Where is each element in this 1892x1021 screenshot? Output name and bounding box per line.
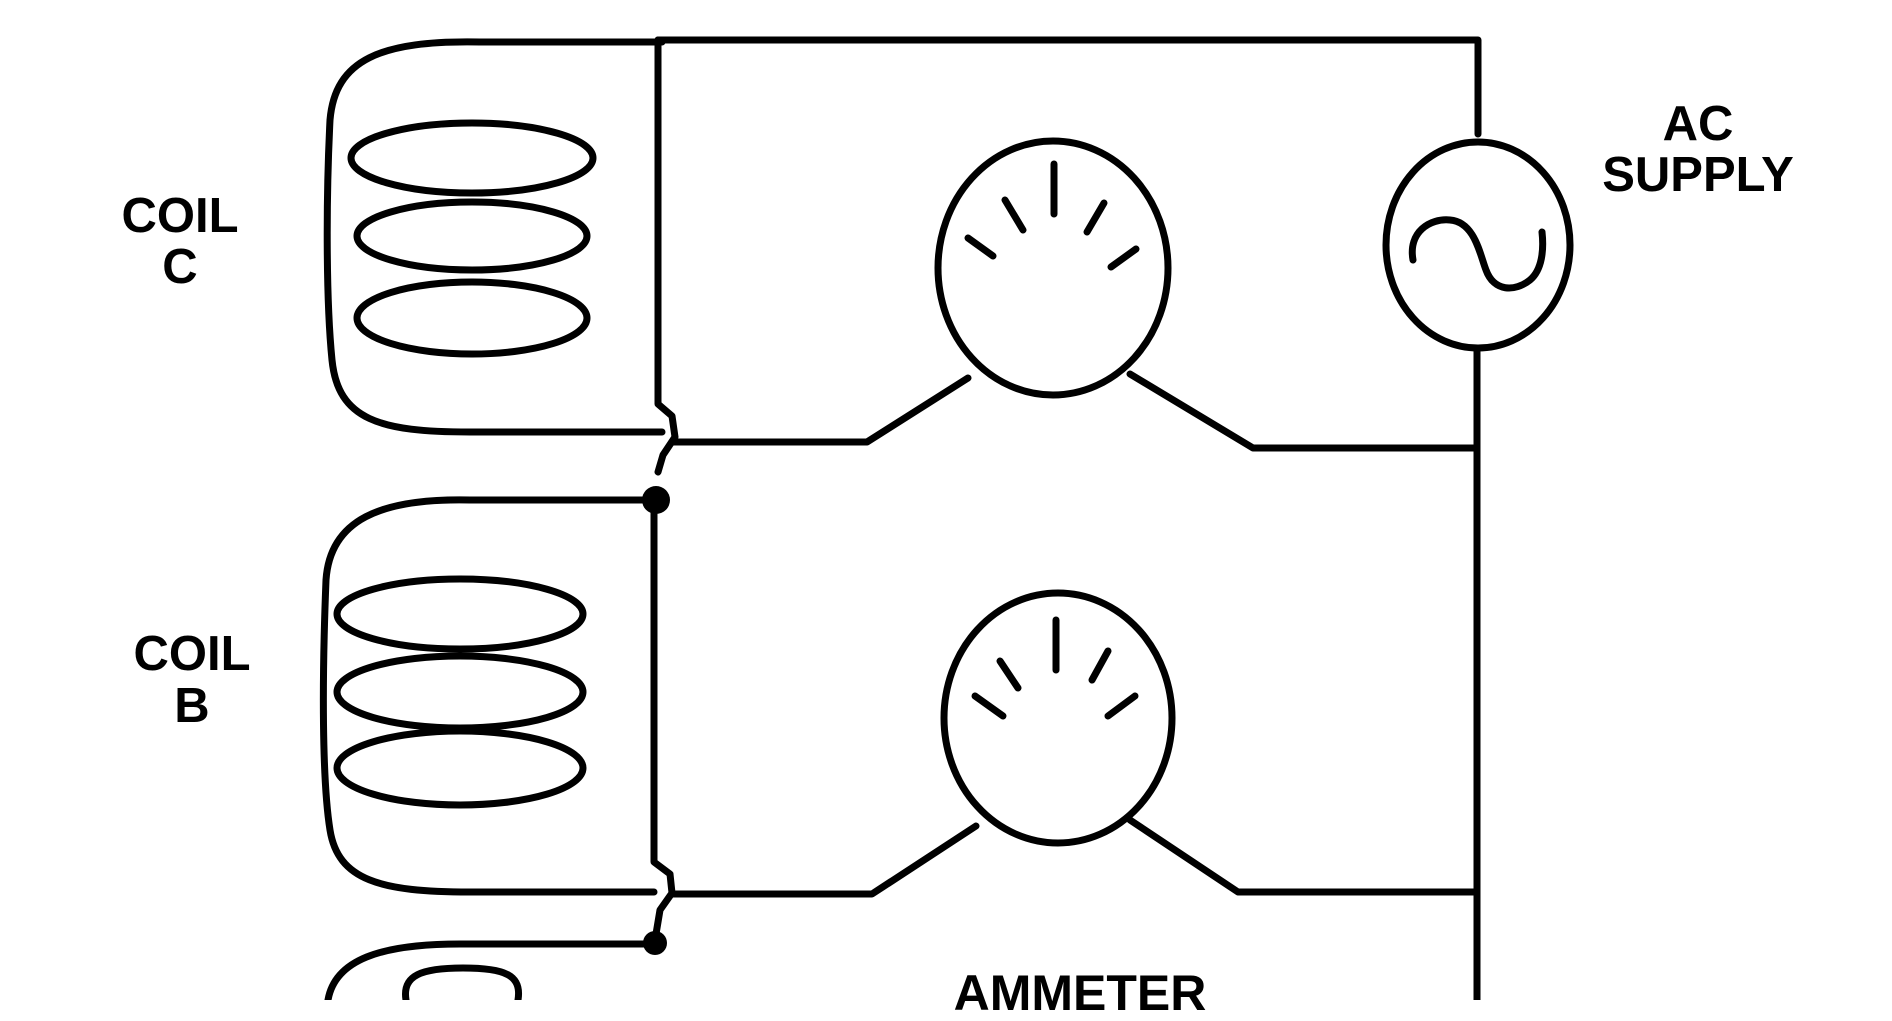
coil-b-label-line2: B	[174, 679, 210, 733]
coil-c-label-line2: C	[162, 240, 198, 294]
junctions	[642, 486, 670, 955]
ammeter-label: AMMETER	[880, 968, 1280, 1018]
junction-dot-lower	[643, 931, 667, 955]
coil-c-label-line1: COIL	[121, 189, 239, 243]
circuit-diagram	[319, 36, 1574, 1000]
ammeter-upper-scale-icon	[964, 160, 1140, 271]
coil-c	[323, 38, 666, 436]
junction-dot-upper	[642, 486, 670, 514]
wiring	[650, 36, 1482, 1000]
ammeter-lower	[940, 589, 1176, 847]
ac-supply-label-line2: SUPPLY	[1602, 148, 1794, 202]
coil-b	[319, 496, 658, 896]
ac-supply-label-line1: AC	[1662, 97, 1734, 151]
coil-c-label: COIL C	[100, 192, 260, 292]
coil-b-label: COIL B	[112, 630, 272, 731]
ammeter-upper	[934, 137, 1172, 399]
ammeter-lower-scale-icon	[971, 616, 1139, 720]
ammeter-label-text: AMMETER	[953, 965, 1207, 1021]
coil-b-label-line1: COIL	[133, 627, 251, 681]
coil-a-partial	[324, 940, 654, 1000]
ac-supply-label: AC SUPPLY	[1578, 100, 1818, 200]
sine-wave-icon	[1408, 216, 1547, 292]
ac-supply	[1382, 138, 1574, 352]
